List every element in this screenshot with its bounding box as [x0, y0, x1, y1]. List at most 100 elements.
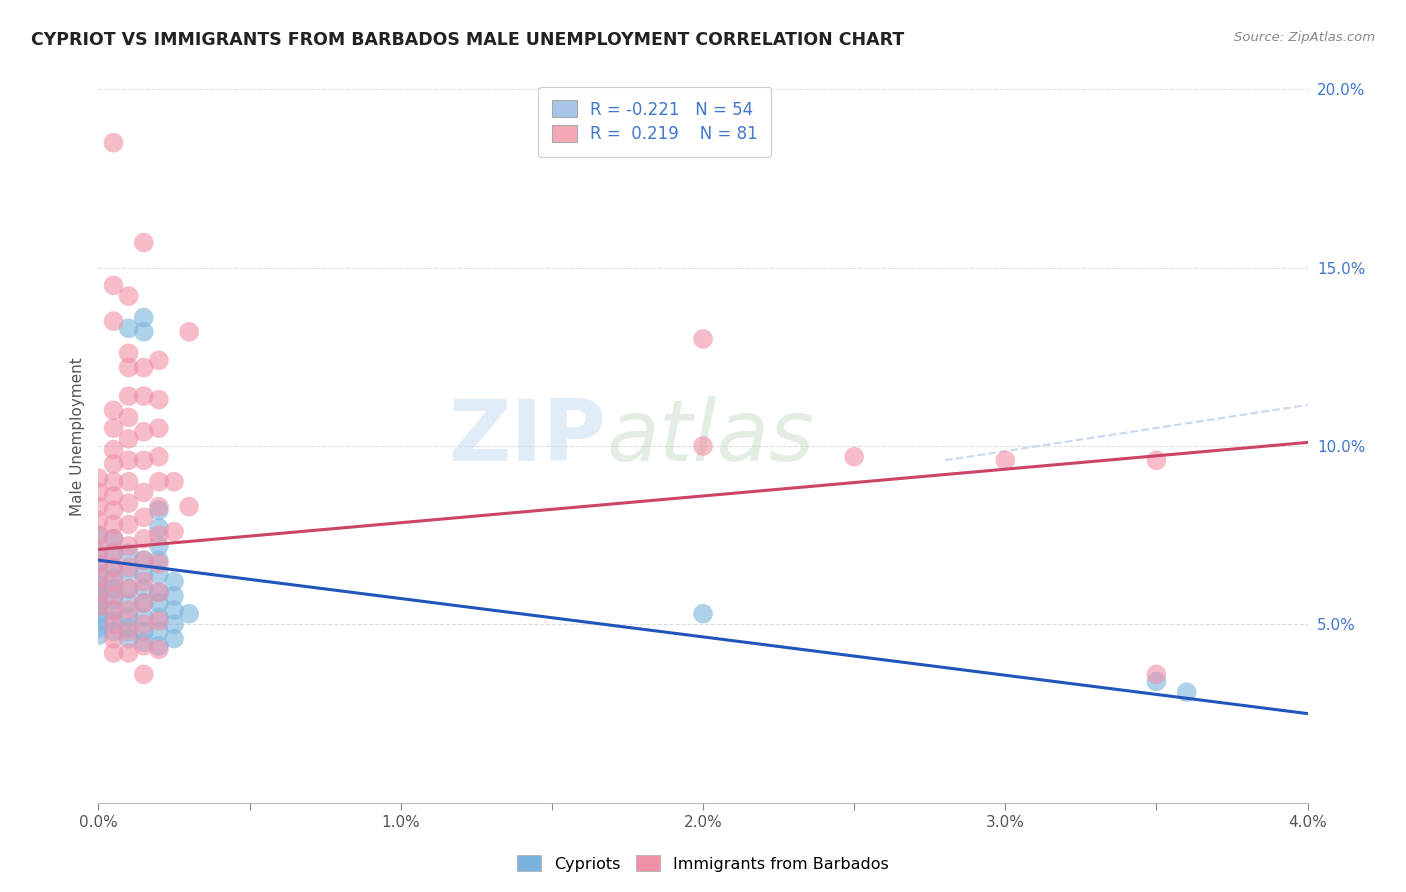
Point — [692, 332, 714, 346]
Legend: R = -0.221   N = 54, R =  0.219    N = 81: R = -0.221 N = 54, R = 0.219 N = 81 — [538, 87, 770, 157]
Point — [118, 582, 141, 596]
Point — [132, 596, 155, 610]
Point — [87, 585, 110, 599]
Point — [148, 614, 170, 628]
Point — [103, 571, 125, 585]
Point — [87, 607, 110, 621]
Point — [148, 610, 170, 624]
Point — [103, 442, 125, 457]
Point — [132, 532, 155, 546]
Point — [87, 578, 110, 592]
Point — [163, 589, 186, 603]
Point — [103, 503, 125, 517]
Point — [103, 560, 125, 574]
Point — [1146, 674, 1168, 689]
Point — [994, 453, 1017, 467]
Point — [87, 471, 110, 485]
Point — [87, 628, 110, 642]
Point — [118, 603, 141, 617]
Point — [148, 421, 170, 435]
Point — [87, 599, 110, 614]
Point — [103, 582, 125, 596]
Point — [87, 571, 110, 585]
Point — [118, 564, 141, 578]
Text: atlas: atlas — [606, 395, 814, 479]
Point — [1146, 667, 1168, 681]
Point — [87, 542, 110, 557]
Point — [118, 453, 141, 467]
Text: Source: ZipAtlas.com: Source: ZipAtlas.com — [1234, 31, 1375, 45]
Point — [132, 510, 155, 524]
Point — [87, 528, 110, 542]
Point — [148, 353, 170, 368]
Point — [132, 360, 155, 375]
Point — [148, 500, 170, 514]
Point — [179, 325, 201, 339]
Point — [163, 603, 186, 617]
Point — [148, 528, 170, 542]
Point — [148, 521, 170, 535]
Point — [148, 557, 170, 571]
Point — [103, 532, 125, 546]
Point — [103, 136, 125, 150]
Point — [179, 500, 201, 514]
Point — [103, 624, 125, 639]
Point — [148, 567, 170, 582]
Point — [692, 439, 714, 453]
Point — [163, 475, 186, 489]
Point — [132, 617, 155, 632]
Point — [132, 325, 155, 339]
Point — [163, 574, 186, 589]
Point — [118, 346, 141, 360]
Point — [118, 289, 141, 303]
Point — [132, 582, 155, 596]
Point — [132, 567, 155, 582]
Point — [132, 574, 155, 589]
Point — [118, 496, 141, 510]
Point — [148, 503, 170, 517]
Point — [103, 546, 125, 560]
Point — [148, 642, 170, 657]
Point — [118, 389, 141, 403]
Point — [103, 589, 125, 603]
Point — [148, 450, 170, 464]
Point — [132, 624, 155, 639]
Point — [87, 557, 110, 571]
Point — [118, 432, 141, 446]
Point — [148, 553, 170, 567]
Point — [103, 560, 125, 574]
Point — [148, 639, 170, 653]
Point — [132, 553, 155, 567]
Point — [118, 632, 141, 646]
Point — [103, 532, 125, 546]
Point — [132, 553, 155, 567]
Point — [87, 599, 110, 614]
Point — [103, 457, 125, 471]
Point — [148, 585, 170, 599]
Point — [103, 603, 125, 617]
Point — [132, 310, 155, 325]
Point — [118, 610, 141, 624]
Point — [118, 517, 141, 532]
Point — [87, 514, 110, 528]
Point — [103, 617, 125, 632]
Point — [132, 425, 155, 439]
Point — [87, 557, 110, 571]
Point — [103, 646, 125, 660]
Point — [148, 585, 170, 599]
Point — [163, 524, 186, 539]
Point — [103, 632, 125, 646]
Point — [103, 574, 125, 589]
Point — [148, 596, 170, 610]
Point — [132, 639, 155, 653]
Point — [1146, 453, 1168, 467]
Point — [103, 314, 125, 328]
Point — [163, 632, 186, 646]
Point — [87, 585, 110, 599]
Point — [118, 582, 141, 596]
Point — [118, 596, 141, 610]
Point — [132, 485, 155, 500]
Point — [103, 489, 125, 503]
Point — [132, 635, 155, 649]
Point — [87, 500, 110, 514]
